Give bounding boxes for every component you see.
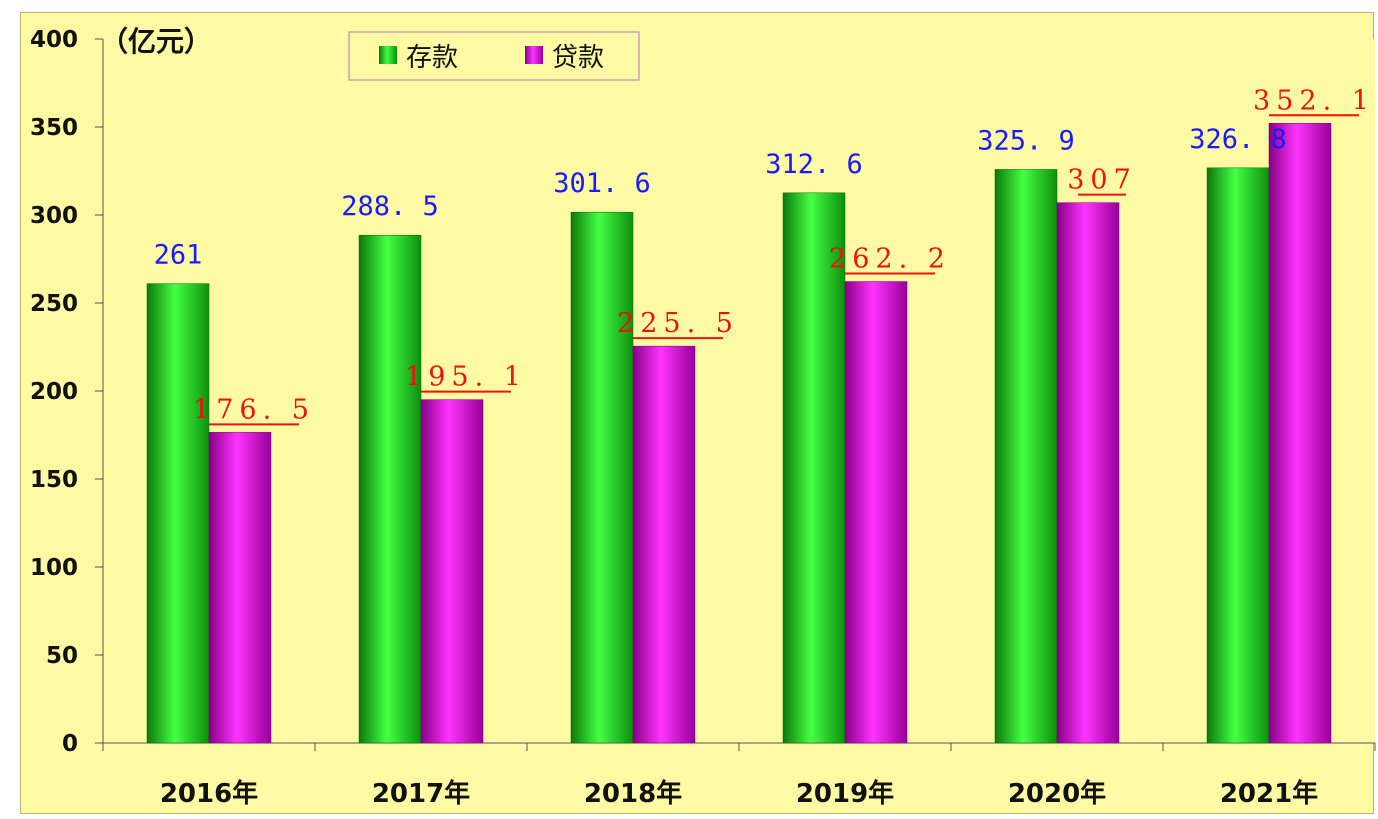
plot-area (103, 39, 1375, 743)
bar-label-deposit: 325. 9 (977, 125, 1075, 156)
y-tick-label: 50 (46, 643, 78, 669)
y-tick-label: 150 (30, 467, 78, 493)
bar-loan (632, 345, 696, 744)
legend-box (348, 31, 640, 81)
bar-label-deposit: 261 (154, 240, 203, 271)
bar-label-loan: 195. 1 (405, 362, 527, 393)
bar-loan (1268, 123, 1332, 744)
y-tick-label: 400 (30, 27, 78, 53)
y-tick-label: 300 (30, 203, 78, 229)
bar-label-loan: 352. 1 (1253, 85, 1375, 116)
bar-label-deposit: 301. 6 (553, 168, 651, 199)
bar-deposit (782, 192, 846, 744)
legend-swatch-loan (525, 46, 543, 64)
x-category-label: 2021年 (1220, 778, 1318, 809)
unit-label: （亿元） (100, 25, 212, 58)
y-tick-label: 0 (62, 731, 78, 757)
bar-loan (420, 399, 484, 744)
bar-deposit (570, 211, 634, 744)
y-tick-label: 100 (30, 555, 78, 581)
bar-label-loan: 176. 5 (193, 394, 315, 425)
x-category-label: 2020年 (1008, 778, 1106, 809)
bar-deposit (358, 234, 422, 744)
bar-loan (844, 281, 908, 744)
bar-loan (1056, 202, 1120, 744)
bar-deposit (994, 169, 1058, 744)
bar-label-deposit: 326. 8 (1189, 124, 1287, 155)
x-category-label: 2017年 (372, 778, 470, 809)
x-category-label: 2018年 (584, 778, 682, 809)
bar-deposit (146, 283, 210, 744)
y-tick-label: 350 (30, 115, 78, 141)
bar-label-deposit: 312. 6 (765, 149, 863, 180)
x-category-label: 2019年 (796, 778, 894, 809)
legend: 存款 贷款 (348, 31, 640, 81)
x-category-label: 2016年 (160, 778, 258, 809)
bar-label-deposit: 288. 5 (341, 191, 439, 222)
legend-swatch-deposit (379, 46, 397, 64)
y-tick-label: 200 (30, 379, 78, 405)
legend-label-deposit: 存款 (406, 43, 458, 73)
bar-deposit (1206, 167, 1270, 744)
bar-loan (208, 432, 272, 744)
legend-label-loan: 贷款 (552, 43, 604, 73)
bar-label-loan: 225. 5 (617, 308, 739, 339)
y-tick-label: 250 (30, 291, 78, 317)
bar-label-loan: 262. 2 (829, 244, 951, 275)
bar-label-loan: 307 (1067, 165, 1137, 196)
